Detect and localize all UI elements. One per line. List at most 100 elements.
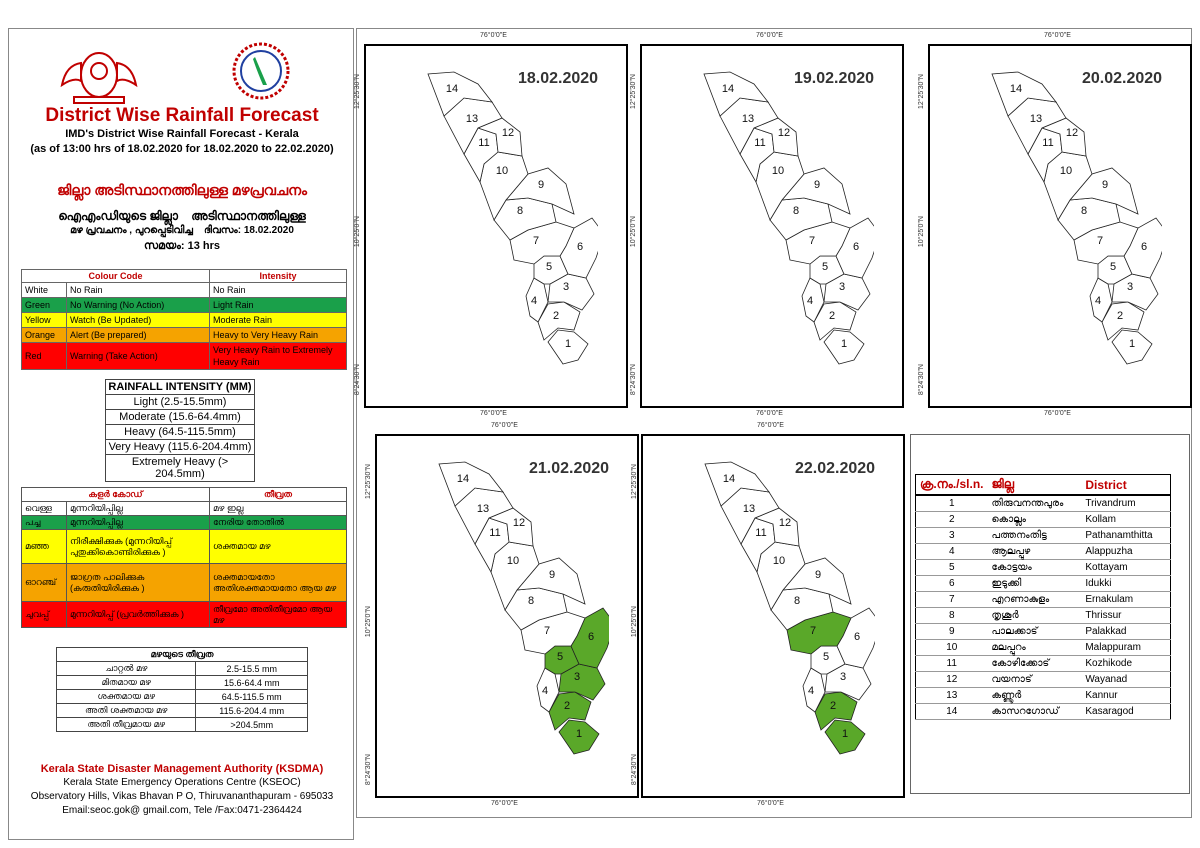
ml-district-cell: വയനാട് <box>987 671 1082 688</box>
ml-colour-name: മഞ്ഞ <box>21 529 67 564</box>
district-number-label: 2 <box>1117 310 1123 322</box>
longitude-label-top: 76°0'0"E <box>480 32 507 39</box>
serial-cell: 5 <box>915 559 988 576</box>
district-number-label: 10 <box>507 555 519 567</box>
latitude-label: 8°24'30"N <box>630 364 637 396</box>
district-cell: Idukki <box>1081 575 1171 592</box>
longitude-label-bottom: 76°0'0"E <box>1044 410 1071 417</box>
district-number-label: 2 <box>830 700 836 712</box>
district-number-label: 12 <box>1066 127 1078 139</box>
district-number-label: 14 <box>722 83 734 95</box>
colour-row-green: Green No Warning (No Action) Light Rain <box>21 297 347 313</box>
district-cell: Kottayam <box>1081 559 1171 576</box>
district-table: ക്ര.നം./sl.n. ജില്ല District 1 തിരുവനന്തപ… <box>915 474 1171 720</box>
district-number-label: 3 <box>1127 281 1133 293</box>
district-number-label: 9 <box>815 569 821 581</box>
serial-cell: 1 <box>915 495 988 512</box>
latitude-label: 10°25'0"N <box>631 606 638 638</box>
district-number-label: 7 <box>810 625 816 637</box>
ml-district-cell: കോട്ടയം <box>987 559 1082 576</box>
intensity-light: Light (2.5-15.5mm) <box>105 394 255 410</box>
map-date-label: 21.02.2020 <box>529 460 610 477</box>
map-date-label: 19.02.2020 <box>794 70 875 87</box>
colour-code-header: Colour Code <box>21 269 210 283</box>
colour-row-orange: Orange Alert (Be prepared) Heavy to Very… <box>21 327 347 343</box>
district-number-label: 9 <box>814 179 820 191</box>
district-number-label: 8 <box>793 205 799 217</box>
latitude-label: 12°25'30"N <box>918 74 925 110</box>
district-number-label: 8 <box>1081 205 1087 217</box>
ml-colour-meaning: മുന്നറിയിപ്പില്ല <box>66 515 210 530</box>
maps-panel <box>356 28 1192 818</box>
ml-intensity-label: ശക്തമായ മഴ <box>55 689 197 704</box>
district-number-label: 8 <box>517 205 523 217</box>
ml-intensity-range: 15.6-64.4 mm <box>195 675 308 690</box>
district-number-label: 14 <box>457 473 469 485</box>
district-number-label: 11 <box>755 527 766 539</box>
district-number-label: 3 <box>574 671 580 683</box>
serial-cell: 8 <box>915 607 988 624</box>
ml-intensity-table: മഴയുടെ തീവ്രത ചാറ്റൽ മഴ 2.5-15.5 mm മിതമാ… <box>55 647 308 732</box>
table-row: 14 കാസറഗോഡ് Kasaragod <box>915 703 1171 720</box>
ml-district-cell: പത്തനംതിട്ട <box>987 527 1082 544</box>
intensity-moderate: Moderate (15.6-64.4mm) <box>105 409 255 425</box>
district-number-label: 14 <box>446 83 458 95</box>
ml-colour-intensity: മഴ ഇല്ല <box>209 501 347 516</box>
longitude-label-top: 76°0'0"E <box>757 422 784 429</box>
district-shape-1 <box>1111 329 1153 365</box>
district-number-label: 7 <box>809 235 815 247</box>
latitude-label: 8°24'30"N <box>631 754 638 786</box>
colour-row-yellow: Yellow Watch (Be Updated) Moderate Rain <box>21 312 347 328</box>
district-number-label: 6 <box>577 241 583 253</box>
colour-intensity: Light Rain <box>209 297 347 313</box>
district-number-label: 9 <box>1102 179 1108 191</box>
ml-row-yellow: മഞ്ഞ നിരീക്ഷിക്കുക (മുന്നറിയിപ്പ് പുതുക്… <box>21 529 347 564</box>
ml-district-cell: പാലക്കാട് <box>987 623 1082 640</box>
colour-name: Red <box>21 342 67 370</box>
district-shape-14 <box>427 71 493 117</box>
col-district: District <box>1081 474 1171 496</box>
colour-name: Orange <box>21 327 67 343</box>
district-cell: Kozhikode <box>1081 655 1171 672</box>
table-row: 6 ഇടുക്കി Idukki <box>915 575 1171 592</box>
ml-intensity-range: 2.5-15.5 mm <box>195 661 308 676</box>
ml-district-cell: കണ്ണൂർ <box>987 687 1082 704</box>
district-number-label: 9 <box>549 569 555 581</box>
ml-line-2: മഴ പ്രവചനം , പുറപ്പെടിവിച്ച ദിവസം: 18.02… <box>70 225 294 236</box>
district-cell: Kollam <box>1081 511 1171 528</box>
intensity-extremely-heavy: Extremely Heavy (> 204.5mm) <box>105 454 255 482</box>
district-number-label: 2 <box>829 310 835 322</box>
district-number-label: 12 <box>779 517 791 529</box>
longitude-label-bottom: 76°0'0"E <box>480 410 507 417</box>
district-number-label: 7 <box>533 235 539 247</box>
legend-panel: District Wise Rainfall Forecast IMD's Di… <box>8 28 354 840</box>
latitude-label: 12°25'30"N <box>631 464 638 500</box>
ml-district-cell: തൃശൂർ <box>987 607 1082 624</box>
serial-cell: 10 <box>915 639 988 656</box>
district-number-label: 13 <box>1030 113 1042 125</box>
table-row: 7 എറണാകുളം Ernakulam <box>915 591 1171 608</box>
district-number-label: 3 <box>840 671 846 683</box>
ml-colour-intensity: ശക്തമായ മഴ <box>209 529 347 564</box>
table-row: 1 തിരുവനന്തപുരം Trivandrum <box>915 495 1171 512</box>
latitude-label: 10°25'0"N <box>630 216 637 248</box>
district-shape-14 <box>703 71 769 117</box>
colour-intensity: No Rain <box>209 282 347 298</box>
map-date-label: 18.02.2020 <box>518 70 599 87</box>
colour-row-white: White No Rain No Rain <box>21 282 347 298</box>
district-shape-1 <box>823 329 865 365</box>
page-title: District Wise Rainfall Forecast <box>45 105 319 126</box>
district-number-label: 14 <box>1010 83 1022 95</box>
intensity-header: Intensity <box>209 269 347 283</box>
district-number-label: 11 <box>1042 137 1053 149</box>
ml-intensity-label: ചാറ്റൽ മഴ <box>55 661 197 676</box>
ml-colour-name: ഓറഞ്ച് <box>21 563 67 602</box>
district-number-label: 4 <box>808 685 814 697</box>
district-number-label: 3 <box>563 281 569 293</box>
table-row: 10 മലപ്പുറം Malappuram <box>915 639 1171 656</box>
district-cell: Ernakulam <box>1081 591 1171 608</box>
rainfall-intensity-header: RAINFALL INTENSITY (MM) <box>105 379 255 395</box>
colour-intensity: Heavy to Very Heavy Rain <box>209 327 347 343</box>
